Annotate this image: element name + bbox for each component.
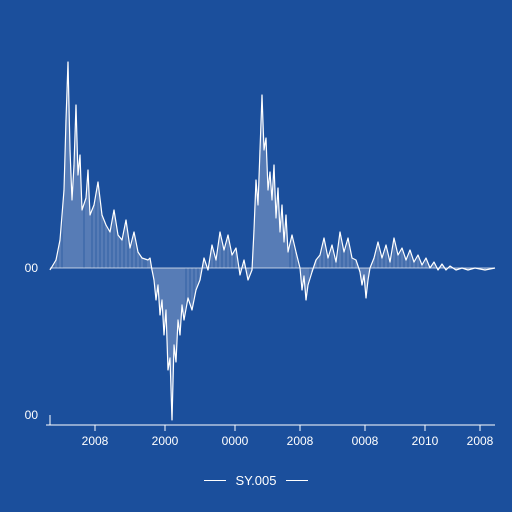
x-tick-label: 0008	[352, 434, 379, 448]
x-tick-label: 2008	[287, 434, 314, 448]
x-tick-label: 2000	[152, 434, 179, 448]
x-tick-label: 2008	[467, 434, 494, 448]
chart-svg: 20082000000020080008201020080000	[0, 0, 512, 512]
x-tick-label: 2010	[412, 434, 439, 448]
y-axis-label: 00	[25, 408, 39, 422]
legend: SY.005	[0, 472, 512, 488]
x-tick-label: 0000	[222, 434, 249, 448]
legend-label: SY.005	[236, 473, 277, 488]
timeseries-chart: 20082000000020080008201020080000 SY.005	[0, 0, 512, 512]
x-tick-label: 2008	[82, 434, 109, 448]
legend-line-icon	[286, 480, 308, 481]
y-axis-label: 00	[25, 261, 39, 275]
legend-line-icon	[204, 480, 226, 481]
